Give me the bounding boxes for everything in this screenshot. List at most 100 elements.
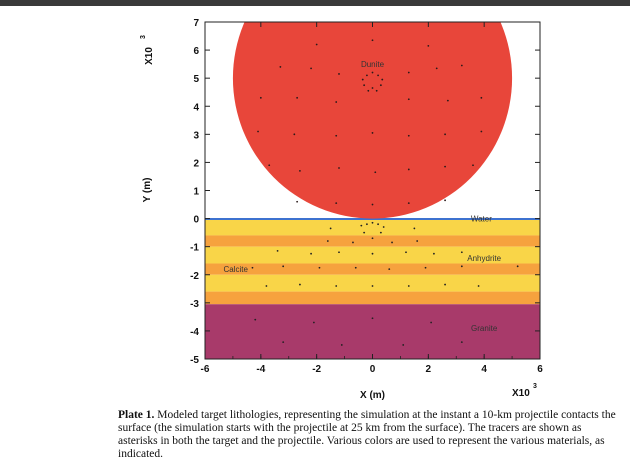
tracer-dunite — [371, 132, 374, 134]
tracer-dunite — [379, 84, 382, 87]
tracer-dunite — [374, 171, 377, 174]
tracer-dunite — [407, 98, 410, 101]
y-tick-label: 0 — [193, 215, 199, 226]
tracer-dunite — [472, 164, 474, 167]
layer-7 — [205, 304, 540, 359]
caption-text: Modeled target lithologies, representing… — [118, 409, 616, 460]
tracer-dunite — [444, 199, 446, 202]
tracer-dunite — [361, 78, 364, 81]
tracer-target — [377, 223, 379, 226]
axes: -6 -4 -2 0 2 4 6 7 6 5 4 3 2 1 0 -1 -2 -3 -4 -5 X (m) Y (m) X1… — [140, 18, 543, 401]
tracer-target — [460, 341, 463, 344]
tracer-target — [310, 252, 312, 255]
tracer-target — [460, 251, 463, 254]
y-scale-label: X10 — [144, 47, 155, 65]
tracer-target — [254, 318, 257, 321]
tracer-target — [430, 321, 433, 324]
tracer-dunite — [446, 99, 449, 102]
tracer-target — [402, 344, 405, 346]
tracer-dunite — [381, 78, 384, 81]
dunite-projectile — [232, 22, 513, 219]
tracer-dunite — [299, 169, 301, 172]
y-tick-label: 6 — [193, 46, 199, 57]
tracer-target — [516, 265, 519, 268]
tracer-target — [363, 231, 366, 234]
tracer-dunite — [335, 101, 338, 103]
layer-4 — [205, 263, 540, 275]
tracer-target — [424, 266, 427, 269]
layer-0 — [205, 218, 540, 220]
tracer-dunite — [371, 203, 374, 206]
y-tick-label: 7 — [193, 18, 199, 29]
tracer-target — [444, 283, 446, 286]
tracer-dunite — [435, 67, 438, 70]
plot-area — [205, 22, 540, 359]
tracer-target — [391, 241, 393, 244]
tracer-target — [388, 268, 391, 271]
tracer-target — [329, 227, 332, 230]
tracer-dunite — [315, 43, 318, 46]
y-tick-label: -4 — [190, 327, 199, 338]
tracer-dunite — [407, 134, 410, 137]
tracer-target — [405, 251, 407, 254]
x-scale-exponent: 3 — [533, 383, 537, 390]
tracer-dunite — [338, 73, 340, 75]
x-tick-label: -6 — [201, 364, 210, 375]
tracer-target — [379, 231, 382, 234]
tracer-dunite — [377, 74, 379, 77]
label-calcite: Calcite — [223, 265, 248, 274]
tracer-dunite — [310, 67, 312, 70]
tracer-target — [340, 344, 343, 346]
tracer-target — [282, 265, 285, 268]
x-tick-label: 2 — [426, 364, 432, 375]
x-axis-label: X (m) — [360, 390, 385, 401]
layer-5 — [205, 274, 540, 292]
tracer-target — [326, 240, 329, 242]
tracer-dunite — [480, 130, 483, 133]
tracer-target — [352, 241, 354, 244]
tracer-target — [299, 283, 301, 286]
tracer-target — [282, 341, 285, 344]
tracer-dunite — [375, 89, 378, 92]
tracer-dunite — [371, 39, 374, 42]
x-tick-label: -4 — [256, 364, 265, 375]
tracer-dunite — [335, 134, 338, 137]
y-tick-label: -5 — [190, 355, 199, 366]
tracer-target — [382, 226, 385, 228]
tracer-target — [276, 249, 279, 252]
y-axis-label: Y (m) — [142, 178, 153, 203]
label-granite: Granite — [471, 324, 498, 333]
tracer-dunite — [293, 133, 296, 136]
y-tick-label: -3 — [190, 299, 199, 310]
tracer-dunite — [371, 87, 374, 89]
x-tick-label: -2 — [312, 364, 321, 375]
tracer-dunite — [407, 168, 410, 171]
window-top-bar — [0, 0, 630, 6]
y-tick-label: 5 — [193, 74, 199, 85]
tracer-dunite — [371, 71, 374, 74]
tracer-dunite — [296, 96, 299, 99]
lithology-chart: -6 -4 -2 0 2 4 6 7 6 5 4 3 2 1 0 -1 -2 -3 -4 -5 X (m) Y (m) X1… — [140, 18, 543, 401]
x-tick-label: 0 — [370, 364, 376, 375]
tracer-target — [338, 251, 340, 254]
tracer-dunite — [407, 202, 410, 205]
tracer-target — [251, 266, 254, 269]
y-tick-label: 2 — [193, 158, 199, 169]
y-tick-label: -1 — [190, 243, 199, 254]
layer-3 — [205, 246, 540, 264]
tracer-target — [312, 321, 315, 324]
tracer-dunite — [427, 44, 430, 47]
tracer-target — [335, 285, 338, 287]
tracer-target — [433, 252, 435, 255]
y-tick-label: 3 — [193, 130, 199, 141]
tracer-target — [371, 221, 374, 224]
tracer-dunite — [335, 202, 338, 205]
tracer-dunite — [444, 133, 446, 136]
y-scale-exponent: 3 — [140, 35, 147, 39]
tracer-target — [371, 285, 374, 287]
y-tick-label: 4 — [193, 102, 199, 113]
x-tick-label: 4 — [481, 364, 487, 375]
tracer-dunite — [460, 64, 463, 67]
tracer-target — [318, 266, 321, 269]
tracer-dunite — [279, 66, 282, 68]
